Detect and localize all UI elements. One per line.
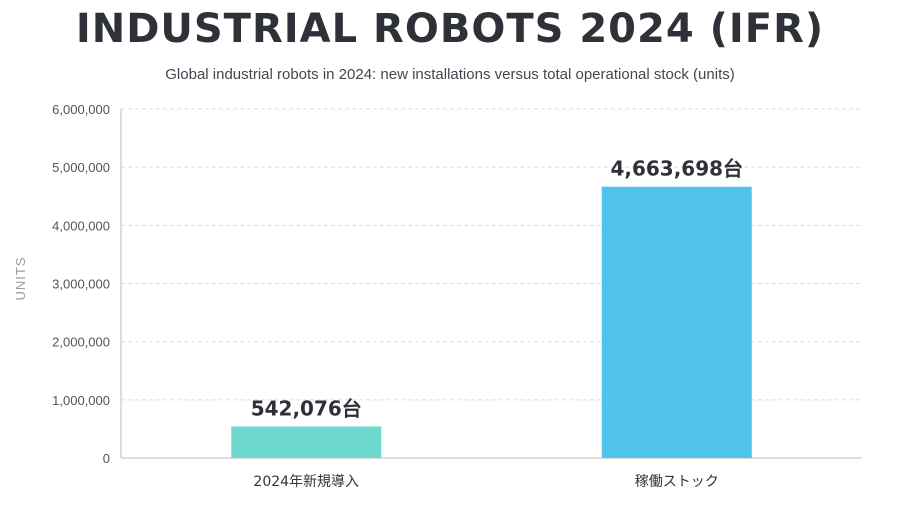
y-tick-label: 5,000,000 [52,160,110,175]
data-label: 542,076台 [251,396,362,420]
y-tick-label: 2,000,000 [52,335,110,350]
y-tick-label: 4,000,000 [52,218,110,233]
chart-subtitle: Global industrial robots in 2024: new in… [165,66,735,83]
y-tick-label: 1,000,000 [52,393,110,408]
y-tick-label: 0 [103,451,110,466]
y-axis-label: UNITS [13,257,28,301]
bar [601,186,752,459]
bar [231,426,382,458]
x-tick-label: 2024年新規導入 [253,474,359,490]
chart-title: INDUSTRIAL ROBOTS 2024 (IFR) [75,6,825,52]
y-tick-label: 3,000,000 [52,277,110,292]
y-tick-label: 6,000,000 [52,102,110,117]
x-tick-label: 稼働ストック [635,474,719,490]
data-label: 4,663,698台 [610,157,743,181]
